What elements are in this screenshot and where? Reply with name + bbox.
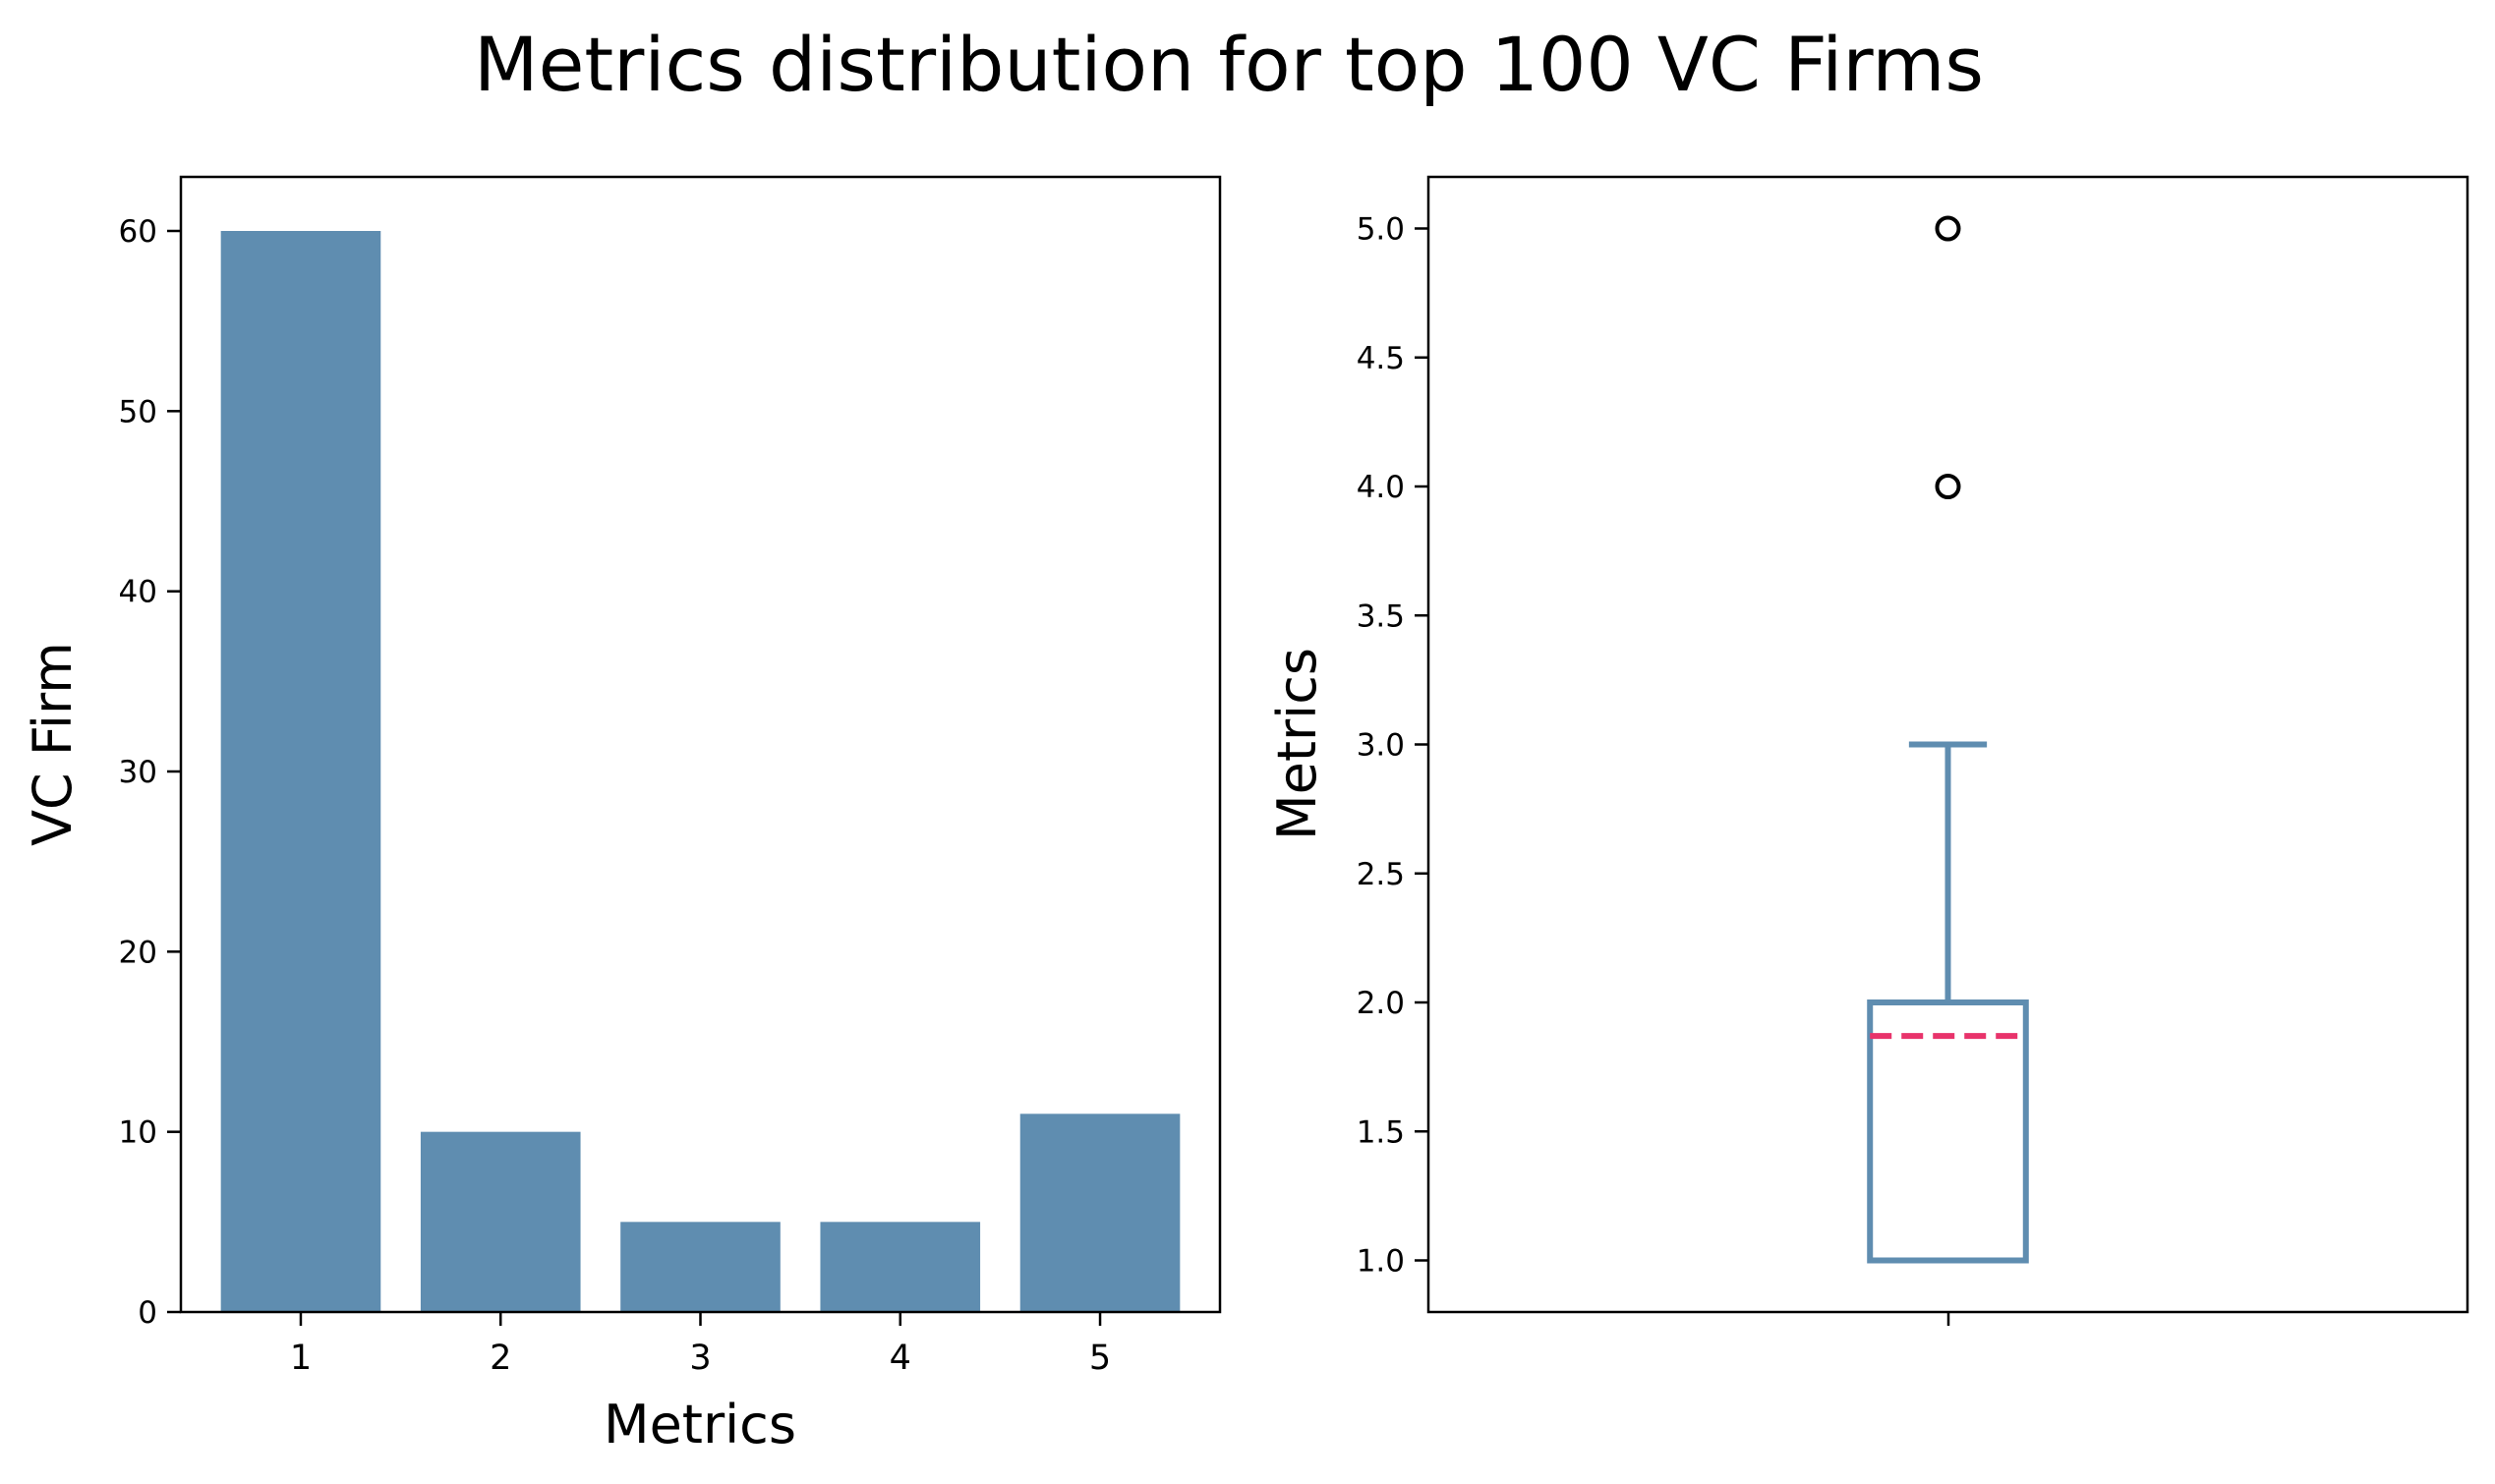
box-y-axis-label: Metrics: [1266, 648, 1328, 840]
box-y-tick-label: 4.0: [1357, 470, 1405, 505]
bar-y-axis-label: VC Firm: [22, 642, 84, 846]
bar-x-axis-ticks: 1 2 3 4 5: [290, 1312, 1111, 1378]
box-y-tick-label: 2.5: [1357, 857, 1405, 892]
bar-y-tick-label: 50: [119, 394, 157, 429]
box-iqr-rect: [1867, 999, 2029, 1264]
box-outlier-point: [1935, 474, 1961, 499]
box-outlier-point: [1935, 215, 1961, 242]
bar-marks: [220, 231, 1181, 1312]
bar-x-tick-label: 3: [689, 1339, 711, 1378]
bar-5: [1019, 1113, 1181, 1312]
bar-x-tick-label: 1: [290, 1339, 312, 1378]
bar-y-axis-ticks: 0 10 20 30 40 50 60: [119, 214, 181, 1331]
bar-y-tick-label: 40: [119, 575, 157, 610]
bar-3: [620, 1222, 781, 1312]
box-y-tick-label: 3.5: [1357, 599, 1405, 634]
box-y-tick-label: 3.0: [1357, 728, 1405, 764]
figure-title: Metrics distribution for top 100 VC Firm…: [474, 21, 1984, 108]
box-y-tick-label: 1.5: [1357, 1114, 1405, 1150]
box-y-tick-label: 2.0: [1357, 986, 1405, 1021]
box-marks: [1867, 215, 2029, 1264]
bar-4: [820, 1222, 981, 1312]
bar-1: [220, 231, 381, 1312]
bar-chart-panel: 0 10 20 30 40 50 60 1 2 3 4 5 Metrics VC Firm: [22, 175, 1222, 1455]
bar-y-tick-label: 10: [119, 1115, 157, 1151]
box-y-tick-label: 5.0: [1357, 212, 1405, 248]
bar-y-tick-label: 20: [119, 935, 157, 970]
box-y-tick-label: 1.0: [1357, 1244, 1405, 1280]
box-y-axis-ticks: 1.0 1.5 2.0 2.5 3.0 3.5 4.0 4.5 5.0: [1357, 212, 1428, 1280]
bar-2: [420, 1131, 581, 1312]
bar-x-tick-label: 5: [1089, 1339, 1111, 1378]
bar-x-tick-label: 2: [490, 1339, 511, 1378]
bar-y-tick-label: 30: [119, 755, 157, 790]
bar-y-tick-label: 0: [138, 1295, 157, 1331]
bar-x-tick-label: 4: [890, 1339, 911, 1378]
bar-y-tick-label: 60: [119, 214, 157, 250]
box-y-tick-label: 4.5: [1357, 341, 1405, 376]
bar-x-axis-label: Metrics: [604, 1394, 796, 1455]
box-plot-panel: 1.0 1.5 2.0 2.5 3.0 3.5 4.0 4.5 5.0 Metrics: [1266, 175, 2469, 1326]
